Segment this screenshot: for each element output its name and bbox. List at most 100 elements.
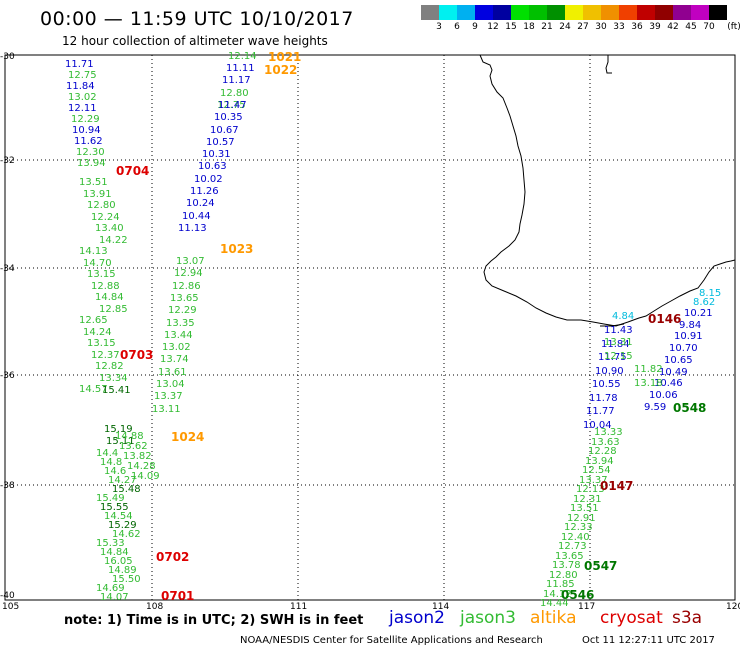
generation-timestamp: Oct 11 12:27:11 UTC 2017 — [582, 635, 715, 646]
wave-height-value: 14.69 — [96, 583, 125, 594]
wave-height-value: 13.15 — [87, 269, 116, 280]
wave-height-value: 10.06 — [649, 389, 678, 401]
wave-height-value: 13.07 — [176, 256, 205, 267]
latitude-label: -40 — [0, 591, 15, 601]
credit-line: NOAA/NESDIS Center for Satellite Applica… — [240, 635, 543, 646]
wave-height-value: 12.54 — [582, 465, 611, 476]
wave-height-value: 13.65 — [555, 550, 584, 562]
wave-height-value: 10.94 — [72, 125, 101, 136]
scale-label: 30 — [595, 22, 607, 32]
wave-height-value: 14.07 — [100, 592, 129, 603]
wave-height-value: 13.02 — [162, 342, 191, 354]
wave-height-value: 12.30 — [76, 147, 105, 158]
scale-label: 39 — [649, 22, 661, 32]
coastline-fragment — [600, 323, 625, 327]
wave-height-value: 13.65 — [170, 292, 199, 304]
wave-height-value: 10.49 — [659, 366, 688, 378]
wave-height-value: 15.48 — [112, 484, 141, 495]
pass-time-1024: 1024 — [171, 430, 205, 444]
wave-height-value: 10.91 — [674, 331, 703, 343]
scale-label: 42 — [667, 22, 679, 32]
wave-height-value: 14.84 — [100, 547, 129, 558]
legend-jason3: jason3 — [460, 608, 516, 628]
wave-height-value: 15.29 — [108, 520, 137, 531]
latitude-label: -36 — [0, 371, 15, 381]
wave-height-value: 14.57 — [79, 384, 108, 395]
wave-height-value: 13.62 — [119, 441, 148, 452]
wave-height-value: 14.12 — [543, 588, 572, 600]
australia-coastline — [479, 54, 736, 327]
wave-height-value: 12.94 — [174, 268, 203, 280]
scale-label: 24 — [559, 22, 571, 32]
longitude-label: 114 — [432, 602, 450, 612]
island-outline — [605, 55, 612, 74]
scale-swatch — [619, 5, 637, 20]
scale-swatch — [673, 5, 691, 20]
wave-height-value: 12.75 — [217, 100, 246, 111]
wave-height-value: 14.24 — [83, 326, 112, 338]
wave-height-value: 14.6 — [104, 466, 127, 477]
latitude-label: -34 — [0, 264, 15, 274]
wave-height-value: 10.24 — [186, 198, 215, 210]
scale-label: 21 — [541, 22, 553, 32]
pass-time-1023: 1023 — [220, 242, 254, 256]
scale-swatch — [529, 5, 547, 20]
legend-cryosat: cryosat — [600, 608, 663, 628]
wave-height-value: 9.59 — [644, 401, 667, 413]
wave-height-value: 11.13 — [178, 222, 207, 234]
scale-swatch — [583, 5, 601, 20]
pass-time-0703: 0703 — [120, 348, 154, 362]
wave-height-value: 15.50 — [112, 574, 141, 585]
wave-height-value: 10.65 — [664, 354, 693, 366]
wave-height-value: 11.62 — [74, 136, 103, 147]
wave-height-value: 11.85 — [546, 579, 575, 590]
wave-height-value: 14.62 — [112, 529, 141, 540]
wave-height-value: 15.19 — [104, 424, 133, 435]
wave-height-value: 13.11 — [152, 403, 181, 415]
wave-height-value: 12.40 — [561, 531, 590, 543]
wave-height-value: 14.8 — [100, 457, 123, 468]
scale-label: 9 — [472, 22, 478, 32]
wave-height-value: 14.4 — [96, 448, 119, 459]
wave-height-value: 10.31 — [202, 149, 231, 161]
wave-height-value: 11.82 — [634, 364, 663, 375]
wave-height-value: 12.33 — [564, 522, 593, 533]
wave-height-value: 8.15 — [699, 288, 722, 299]
wave-height-value: 16.05 — [104, 556, 133, 567]
wave-height-value: 13.82 — [123, 451, 152, 462]
wave-height-value: 12.85 — [99, 303, 128, 315]
scale-swatch — [709, 5, 727, 20]
lat-lon-gridlines — [5, 55, 735, 600]
longitude-label: 120 — [726, 602, 740, 612]
wave-height-value: 13.74 — [160, 354, 189, 366]
wave-height-value: 13.37 — [579, 474, 608, 486]
wave-height-value: 13.18 — [634, 377, 663, 389]
legend-jason2: jason2 — [389, 608, 445, 628]
wave-height-value: 15.33 — [96, 538, 125, 549]
scale-swatch — [493, 5, 511, 20]
wave-height-value: 14.09 — [131, 471, 160, 482]
scale-label: 15 — [505, 22, 517, 32]
map-subtitle: 12 hour collection of altimeter wave hei… — [62, 34, 328, 48]
wave-height-value: 13.44 — [164, 329, 193, 341]
wave-height-value: 14.44 — [540, 598, 569, 609]
wave-height-value: 12.88 — [91, 280, 120, 292]
footnote: note: 1) Time is in UTC; 2) SWH is in fe… — [64, 613, 364, 628]
wave-height-value: 9.84 — [679, 319, 702, 331]
wave-height-value: 12.11 — [68, 103, 97, 114]
scale-label: 27 — [577, 22, 589, 32]
scale-unit: (ft) — [727, 22, 740, 32]
scale-label: 45 — [685, 22, 697, 32]
wave-height-value: 10.44 — [182, 210, 211, 222]
wave-height-value: 12.80 — [220, 88, 249, 99]
latitude-label: -30 — [0, 52, 15, 62]
wave-height-value: 12.29 — [71, 114, 100, 125]
pass-time-0147: 0147 — [600, 479, 634, 493]
wave-height-value: 14.54 — [104, 511, 133, 522]
pass-time-0146: 0146 — [648, 312, 682, 326]
scale-swatch — [637, 5, 655, 20]
wave-height-value: 10.55 — [592, 379, 621, 390]
wave-height-value: 11.43 — [604, 325, 633, 336]
wave-height-value: 11.47 — [218, 99, 247, 111]
wave-height-value: 15.55 — [100, 502, 129, 513]
